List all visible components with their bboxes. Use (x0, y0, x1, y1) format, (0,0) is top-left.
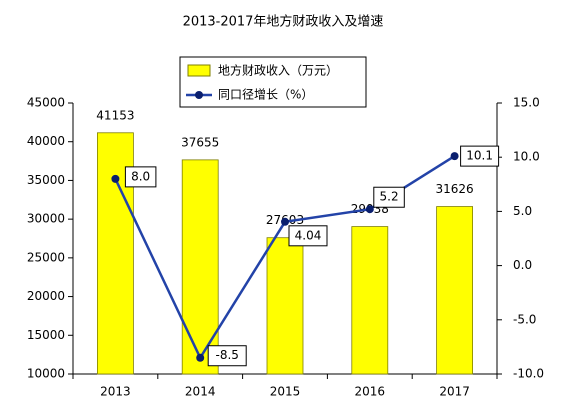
y-tick-label: 40000 (27, 134, 65, 148)
legend-label: 地方财政收入（万元） (218, 63, 338, 78)
growth-label: -8.5 (215, 348, 238, 362)
bar-label: 37655 (181, 135, 219, 149)
growth-label-box (124, 166, 157, 188)
y2-tick-label: 5.0 (513, 204, 532, 218)
bar (181, 159, 219, 375)
y-tick-label: 20000 (27, 289, 65, 303)
growth-label: 10.1 (466, 149, 493, 163)
y2-tick-label: 10.0 (513, 150, 540, 164)
bar-label: 41153 (96, 108, 134, 122)
bar (266, 237, 304, 375)
bar-label: 31626 (436, 182, 474, 196)
growth-marker (450, 152, 459, 161)
growth-marker (111, 174, 120, 183)
y-tick-label: 30000 (27, 212, 65, 226)
legend-swatch (187, 64, 211, 77)
y-tick-label: 25000 (27, 250, 65, 264)
growth-label: 5.2 (380, 190, 399, 204)
x-tick-label: 2017 (439, 385, 470, 399)
y2-tick-label: 15.0 (513, 96, 540, 110)
y-tick-label: 15000 (27, 328, 65, 342)
growth-label-box (460, 145, 500, 167)
growth-marker (196, 353, 205, 362)
bar (351, 226, 389, 375)
x-tick-label: 2015 (270, 385, 301, 399)
growth-marker (281, 217, 289, 226)
x-tick-label: 2013 (100, 385, 131, 399)
y-tick-label: 35000 (27, 173, 65, 187)
y-tick-label: 45000 (27, 96, 65, 110)
x-tick-label: 2016 (355, 385, 386, 399)
y-tick-label: 10000 (27, 367, 65, 381)
chart-title: 2013-2017年地方财政收入及增速 (183, 14, 384, 30)
y2-tick-label: 0.0 (513, 258, 532, 272)
legend-marker (195, 91, 203, 99)
growth-label-box (373, 186, 405, 208)
legend-box (179, 56, 367, 108)
growth-label: 4.04 (295, 228, 322, 242)
y2-tick-label: -10.0 (513, 367, 544, 381)
bar (436, 206, 474, 375)
legend-label: 同口径增长（%） (218, 88, 313, 102)
x-tick-label: 2014 (185, 385, 216, 399)
y2-tick-label: -5.0 (513, 312, 536, 326)
growth-label-box (207, 345, 247, 367)
growth-label-box (288, 225, 328, 247)
growth-label: 8.0 (131, 169, 150, 183)
growth-marker (365, 205, 374, 214)
